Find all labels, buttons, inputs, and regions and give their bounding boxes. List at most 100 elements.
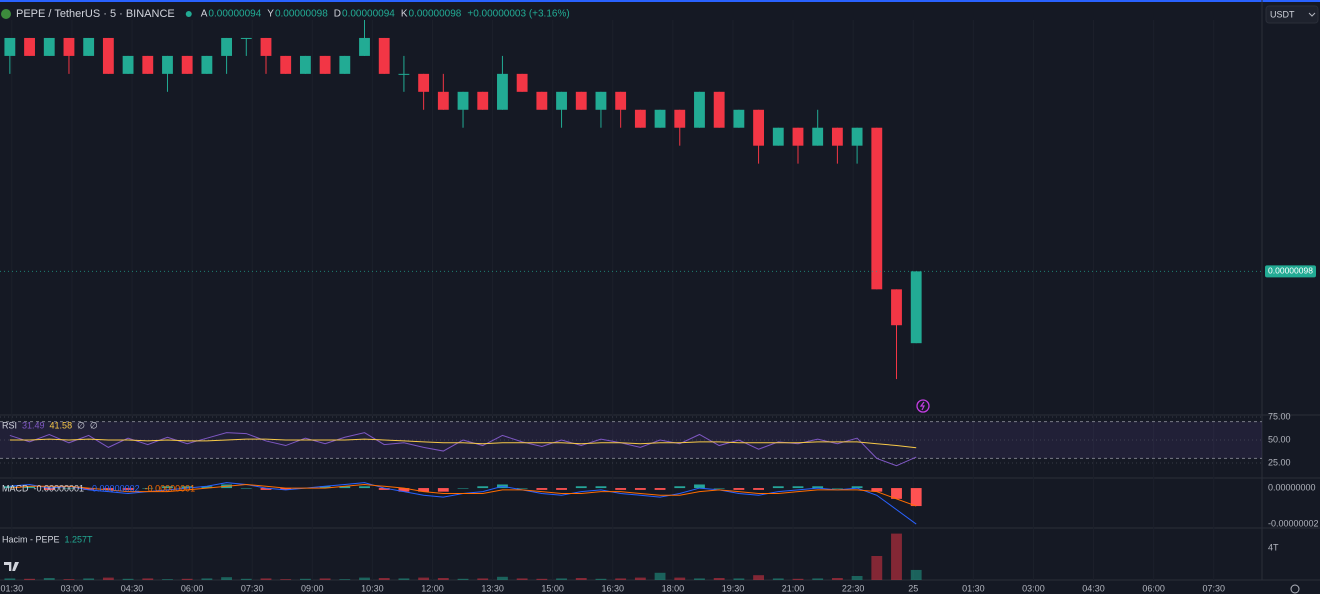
volume-bar: [812, 578, 824, 580]
indicator-value: 41.58: [50, 420, 73, 430]
volume-bar: [772, 578, 784, 580]
macd-histogram-bar: [733, 488, 745, 490]
candle-body: [83, 37, 95, 56]
macd-histogram-bar: [4, 486, 16, 489]
macd-histogram-bar: [83, 488, 95, 490]
candle-body: [674, 109, 686, 128]
y-tick-label: -0.00000002: [1268, 518, 1319, 528]
volume-bar: [654, 572, 666, 580]
candle-body: [575, 91, 587, 110]
volume-bar: [221, 577, 233, 580]
candle-body: [122, 55, 134, 74]
volume-bar: [122, 578, 134, 580]
currency-select[interactable]: USDT: [1265, 5, 1319, 24]
time-tick-label: 01:30: [1, 583, 24, 593]
volume-bar: [181, 578, 193, 580]
time-tick-label: 01:30: [962, 583, 985, 593]
ohlc-value: 0.00000098: [409, 9, 462, 20]
candle-body: [497, 73, 508, 110]
volume-bar: [359, 577, 370, 580]
candle-body: [162, 55, 173, 74]
indicator-value: ∅: [90, 420, 98, 430]
macd-histogram-bar: [556, 488, 567, 490]
candle-body: [339, 55, 351, 74]
time-tick-label: 07:30: [241, 583, 264, 593]
macd-histogram-bar: [575, 486, 587, 489]
volume-bar: [674, 577, 686, 580]
time-tick-label: 06:00: [181, 583, 204, 593]
macd-histogram-bar: [595, 486, 607, 489]
volume-bar: [260, 578, 272, 580]
candle-body: [891, 289, 902, 326]
price-change: +0.00000003 (+3.16%): [467, 9, 569, 20]
macd-histogram-bar: [201, 486, 213, 489]
volume-bar: [398, 578, 410, 580]
last-price-box: [1265, 265, 1316, 278]
macd-histogram-bar: [418, 488, 430, 492]
macd-histogram-bar: [181, 486, 193, 489]
volume-bar: [910, 569, 922, 580]
candle-body: [43, 37, 55, 56]
indicator-line: [9, 438, 917, 449]
indicator-title: MACD: [2, 483, 29, 493]
ohlc-label: A: [201, 9, 208, 20]
currency-label[interactable]: USDT: [1270, 9, 1295, 19]
top-accent: [0, 0, 1320, 2]
time-tick-label: 03:00: [61, 583, 84, 593]
time-tick-label: 12:00: [421, 583, 444, 593]
candle-body: [181, 55, 193, 74]
candle-body: [4, 37, 16, 56]
volume-bar: [162, 579, 173, 580]
macd-histogram-bar: [122, 488, 134, 490]
volume-bar: [615, 578, 627, 580]
y-tick-label: 50.00: [1268, 434, 1291, 444]
macd-histogram-bar: [142, 488, 154, 489]
macd-histogram-bar: [891, 488, 902, 499]
macd-histogram-bar: [162, 486, 173, 489]
volume-bar: [694, 578, 705, 580]
volume-bar: [240, 578, 252, 580]
time-tick-label: 06:00: [1142, 583, 1165, 593]
ohlc-label: K: [401, 9, 408, 20]
indicator-value: ∅: [77, 420, 85, 430]
macd-histogram-bar: [102, 488, 114, 490]
candle-body: [792, 127, 804, 146]
volume-bar: [831, 578, 843, 580]
y-tick-label: 75.00: [1268, 411, 1291, 421]
volume-bar: [497, 576, 508, 580]
volume-bar: [477, 578, 489, 580]
macd-histogram-bar: [812, 486, 824, 489]
macd-histogram-bar: [772, 486, 784, 489]
candle-body: [319, 55, 331, 74]
time-tick-label: 18:00: [662, 583, 685, 593]
macd-histogram-bar: [634, 488, 646, 490]
currency-box[interactable]: [1265, 5, 1319, 24]
settings-icon[interactable]: [1290, 584, 1300, 594]
volume-bar: [575, 578, 587, 580]
time-tick-label: 25: [908, 583, 918, 593]
dropdown-arrow[interactable]: [1308, 12, 1316, 17]
candle-body: [831, 127, 843, 146]
candle-body: [871, 127, 883, 290]
candle-body: [142, 55, 154, 74]
time-tick-label: 10:30: [361, 583, 384, 593]
indicator-line: [9, 483, 917, 507]
candle-body: [24, 37, 35, 56]
ohlc-label: D: [334, 9, 341, 20]
symbol-title: PEPE / TetherUS · 5 · BINANCE: [16, 8, 175, 20]
ohlc-label: Y: [267, 9, 274, 20]
macd-histogram-bar: [398, 488, 410, 492]
candle-body: [772, 127, 784, 146]
candle-body: [654, 109, 666, 128]
settings-button[interactable]: [1290, 584, 1300, 594]
volume-bar: [871, 556, 883, 580]
time-tick-label: 22:30: [842, 583, 865, 593]
candle-body: [221, 37, 233, 56]
macd-histogram-bar: [694, 484, 705, 489]
event-bolt: [919, 401, 925, 411]
ohlc-value: 0.00000094: [342, 9, 395, 20]
macd-histogram-bar: [851, 486, 863, 489]
market-status-dot: [185, 11, 192, 17]
